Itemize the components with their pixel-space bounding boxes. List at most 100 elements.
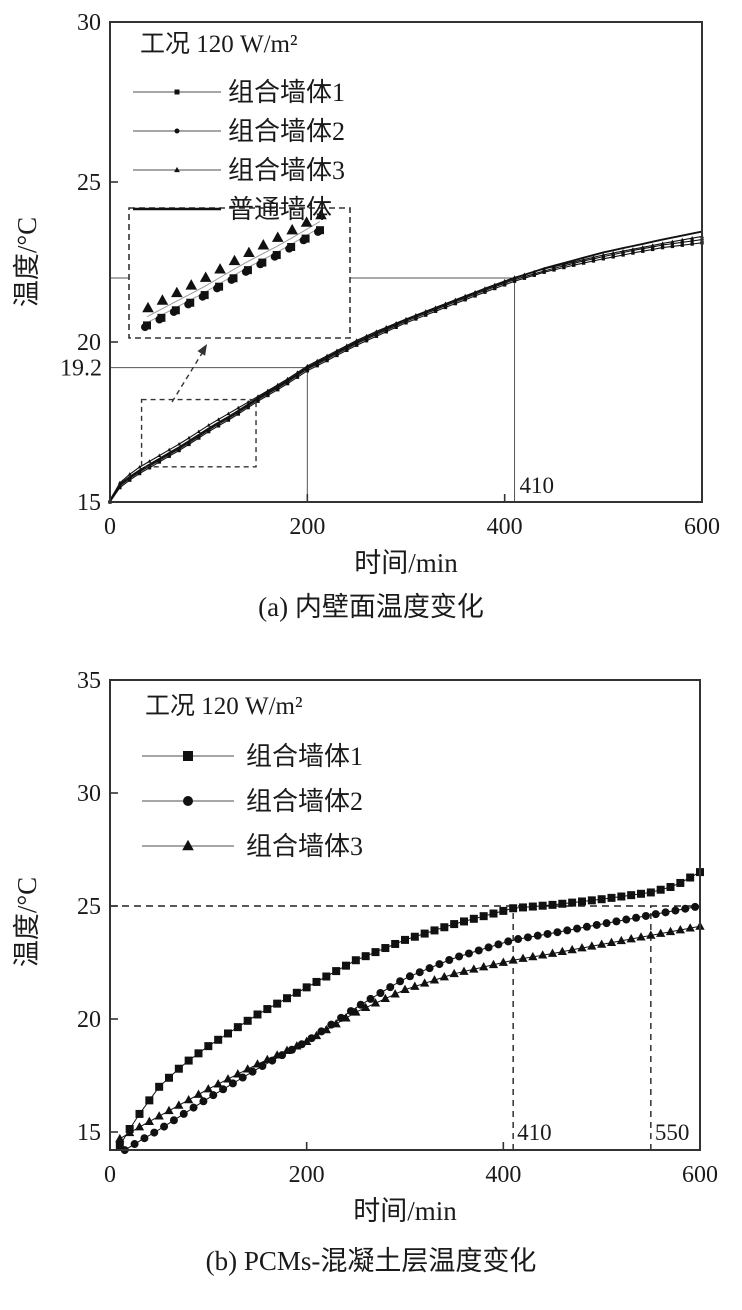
series-3-marker xyxy=(636,932,646,941)
series-2-marker xyxy=(573,924,582,933)
series-1-marker xyxy=(302,983,311,992)
inset-marker-triangle xyxy=(271,231,284,242)
x-tick-label-200: 200 xyxy=(289,1162,325,1188)
inset-marker-square xyxy=(301,234,310,243)
series-3-marker xyxy=(640,245,645,249)
y-tick-label-20: 20 xyxy=(77,330,101,356)
inset-marker-square xyxy=(258,258,267,267)
series-1-marker xyxy=(283,994,291,1003)
series-1-marker xyxy=(646,888,655,897)
series-3-marker xyxy=(292,1041,302,1050)
series-3-marker xyxy=(193,1089,204,1098)
series-3-marker xyxy=(429,975,440,984)
series-1-marker xyxy=(499,906,508,915)
inset-marker-square xyxy=(200,291,209,300)
series-2-marker xyxy=(504,937,513,946)
inset-marker-triangle xyxy=(156,294,169,305)
series-3-marker xyxy=(154,1111,164,1120)
series-3-marker xyxy=(601,252,606,257)
inset-arrow-line xyxy=(171,349,205,403)
series-2-marker xyxy=(533,931,542,940)
series-3-marker xyxy=(233,1069,243,1078)
series-1-marker xyxy=(680,243,684,247)
legend-title: 工况 120 W/m² xyxy=(145,693,302,720)
series-1-marker xyxy=(361,952,370,961)
ref-label-19.2: 19.2 xyxy=(60,356,102,382)
series-2-marker xyxy=(179,1109,188,1118)
series-3-marker xyxy=(125,1127,135,1137)
series-3-marker xyxy=(252,1059,263,1068)
series-1-marker xyxy=(656,885,665,894)
series-1-marker xyxy=(607,893,616,902)
series-1-marker xyxy=(578,897,586,906)
series-3-marker xyxy=(616,935,626,945)
series-2-marker xyxy=(514,935,523,944)
series-1-marker xyxy=(617,892,626,901)
series-3-marker xyxy=(680,237,685,242)
series-3-marker xyxy=(581,257,586,262)
series-1-marker xyxy=(401,935,409,944)
series-3-marker xyxy=(196,429,201,434)
inset-marker-square xyxy=(229,274,238,283)
series-1-marker xyxy=(548,900,557,909)
legend-marker-circle xyxy=(183,796,193,806)
series-3-marker xyxy=(137,465,142,469)
series-3-marker xyxy=(439,972,449,981)
inset-box xyxy=(128,207,351,339)
legend-label-2: 组合墙体2 xyxy=(246,787,363,816)
series-3-marker xyxy=(410,981,420,990)
series-1-marker xyxy=(440,923,449,932)
series-3-marker xyxy=(206,423,211,427)
inset-marker-triangle xyxy=(228,254,241,266)
series-1-marker xyxy=(194,1049,203,1058)
series-2-marker xyxy=(680,240,684,245)
chart-b: 410 550 15 20 25 30 35 0 200 400 600 时间/min 温度/°C 工况 … xyxy=(12,668,718,1226)
series-3-marker xyxy=(302,1036,312,1045)
plot-border xyxy=(109,679,701,1151)
series-2-marker xyxy=(563,926,572,935)
inset-marker-triangle xyxy=(199,271,212,282)
series-1-marker xyxy=(322,972,331,981)
series-2-marker xyxy=(455,952,464,961)
series-1-marker xyxy=(233,1023,242,1032)
series-3-marker xyxy=(685,923,695,932)
series-3-marker xyxy=(174,1100,184,1109)
series-2-marker xyxy=(199,1097,208,1106)
series-3-marker xyxy=(557,946,567,956)
inset-marker-triangle xyxy=(257,239,270,250)
series-2-marker xyxy=(209,1091,218,1100)
series-1-marker xyxy=(273,999,282,1008)
x-tick-label-600: 600 xyxy=(684,514,720,540)
y-tick-label-15: 15 xyxy=(77,490,101,516)
series-1-marker xyxy=(204,1042,213,1051)
inset-marker-triangle xyxy=(214,263,226,274)
legend-marker-triangle xyxy=(174,166,180,173)
series-1-marker xyxy=(263,1005,272,1014)
inset-marker-square xyxy=(171,306,180,315)
series-3-marker xyxy=(144,1116,154,1125)
series-1-marker xyxy=(155,1082,164,1091)
series-1-marker xyxy=(145,1096,154,1105)
inset-marker-square xyxy=(272,251,281,260)
series-1-marker xyxy=(650,247,655,252)
series-1-marker xyxy=(660,245,665,250)
inset-marker-square xyxy=(143,321,151,330)
series-1-marker xyxy=(243,1016,252,1025)
inset-marker-square xyxy=(215,282,224,291)
y-tick-label-25: 25 xyxy=(77,170,101,196)
series-2-marker xyxy=(632,913,641,922)
series-3-marker xyxy=(650,243,655,247)
series-3-marker xyxy=(606,937,617,946)
series-3-marker xyxy=(567,944,577,954)
series-2-marker xyxy=(376,989,385,998)
inset-marker-triangle xyxy=(286,223,298,235)
series-1-marker xyxy=(135,1109,144,1118)
series-3-marker xyxy=(115,1133,125,1143)
series-3-marker xyxy=(236,405,241,410)
series-3-marker xyxy=(621,249,626,253)
inset-marker-triangle xyxy=(185,279,198,290)
series-2-marker xyxy=(543,929,552,938)
series-3-marker xyxy=(630,247,635,251)
inset-marker-square xyxy=(157,313,166,322)
